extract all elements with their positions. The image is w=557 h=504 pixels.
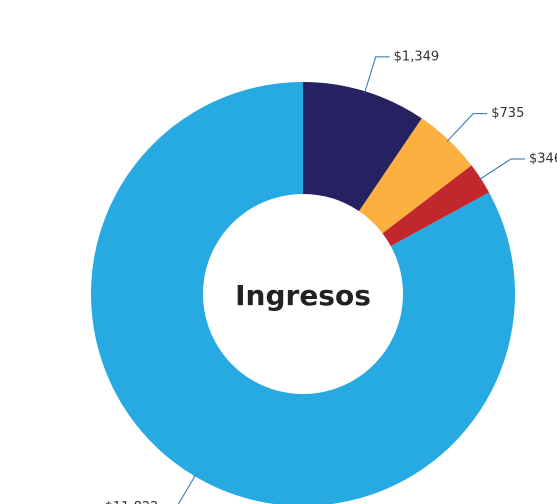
- slices: [91, 82, 515, 504]
- chart-title: Ingresos: [235, 279, 371, 312]
- data-label: $735: [491, 106, 524, 121]
- leader-line: [177, 474, 197, 504]
- slice: [382, 165, 490, 247]
- leader-line: [364, 56, 390, 94]
- slice: [359, 118, 472, 234]
- leader-line: [446, 113, 488, 142]
- slice: [303, 82, 422, 212]
- data-label: $1,349: [394, 49, 440, 64]
- leader-line: [478, 158, 526, 181]
- labels: $1,349 $735 $346 $11,822: [105, 49, 557, 504]
- slice: [91, 82, 515, 504]
- data-label: $346: [529, 151, 557, 166]
- data-label: $11,822: [105, 500, 159, 504]
